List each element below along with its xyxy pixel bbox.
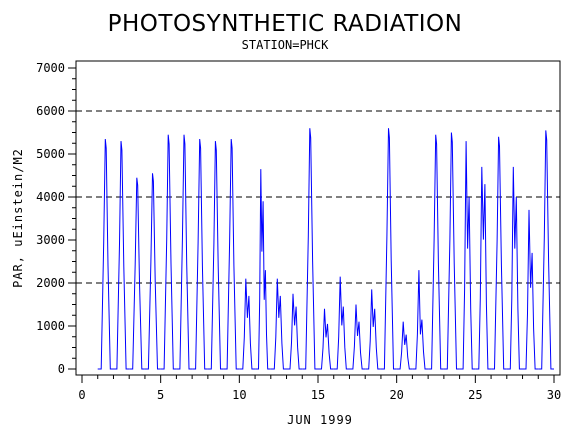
daily-par-curve	[380, 128, 397, 370]
daily-par-curve	[192, 138, 208, 370]
daily-par-curve	[207, 141, 224, 370]
y-tick-label: 6000	[36, 104, 65, 118]
y-axis: 0 1000 2000 3000 4000 5000 6000 7000	[36, 61, 76, 376]
daily-par-curve	[129, 177, 145, 370]
daily-par-curve	[412, 270, 429, 370]
y-tick-label: 0	[58, 362, 65, 376]
y-tick-label: 1000	[36, 319, 65, 333]
x-axis-title: JUN 1999	[287, 413, 353, 427]
x-tick-label: 10	[232, 388, 246, 402]
reference-lines	[76, 110, 560, 284]
chart-subtitle: STATION=PHCK	[242, 38, 329, 52]
y-tick-label: 2000	[36, 276, 65, 290]
daily-par-curve	[459, 141, 476, 370]
x-tick-label: 25	[468, 388, 482, 402]
daily-par-curve	[239, 278, 256, 370]
daily-par-curve	[475, 166, 492, 370]
daily-par-curve	[270, 278, 287, 370]
daily-par-curve	[506, 166, 523, 370]
daily-par-curve	[160, 134, 177, 370]
x-tick-label: 0	[78, 388, 85, 402]
daily-par-curve	[286, 293, 303, 370]
y-axis-title: PAR, uEinstein/M2	[11, 148, 25, 288]
x-tick-label: 20	[389, 388, 403, 402]
daily-par-curve	[538, 130, 554, 370]
x-axis: 0 5 10 15 20 25 30	[78, 375, 561, 402]
daily-par-curve	[113, 141, 130, 370]
series-group	[97, 128, 554, 370]
daily-par-curve	[491, 136, 507, 370]
x-tick-label: 5	[157, 388, 164, 402]
x-tick-label: 15	[311, 388, 325, 402]
daily-par-curve	[522, 209, 539, 370]
y-tick-label: 4000	[36, 190, 65, 204]
daily-par-curve	[318, 308, 334, 370]
x-tick-label: 30	[547, 388, 561, 402]
daily-par-curve	[349, 304, 366, 370]
daily-par-curve	[97, 138, 114, 370]
daily-par-curve	[144, 173, 161, 370]
y-tick-label: 3000	[36, 233, 65, 247]
daily-par-curve	[428, 134, 444, 370]
daily-par-curve	[176, 134, 193, 370]
daily-par-curve	[223, 138, 240, 370]
daily-par-curve	[365, 289, 381, 370]
chart-title: PHOTOSYNTHETIC RADIATION	[108, 11, 463, 37]
daily-par-curve	[333, 276, 350, 370]
daily-par-curve	[302, 128, 318, 370]
y-tick-label: 7000	[36, 61, 65, 75]
daily-par-curve	[255, 169, 271, 370]
daily-par-curve	[443, 132, 460, 370]
y-tick-label: 5000	[36, 147, 65, 161]
daily-par-curve	[396, 321, 413, 370]
